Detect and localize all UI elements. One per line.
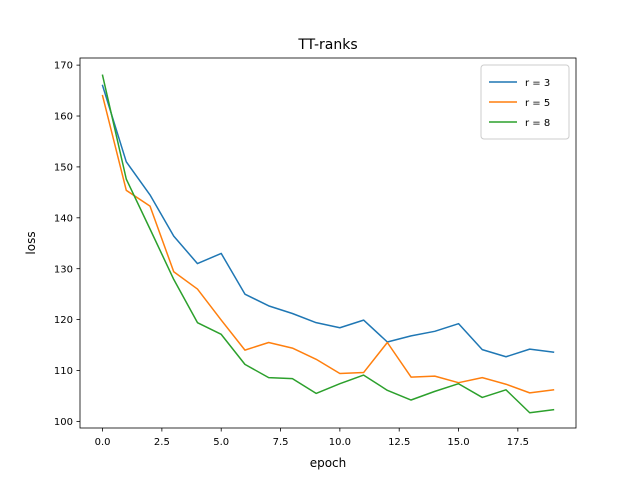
plot-frame [79, 57, 577, 429]
x-tick-label: 17.5 [507, 437, 529, 448]
y-tick-label: 110 [54, 366, 73, 377]
x-tick-label: 7.5 [273, 437, 289, 448]
y-tick-label: 150 [54, 163, 73, 174]
x-tick-label: 5.0 [213, 437, 229, 448]
y-axis-label: loss [24, 231, 38, 254]
x-tick-label: 0.0 [95, 437, 111, 448]
y-tick-label: 120 [54, 315, 73, 326]
legend-box [480, 64, 570, 140]
x-tick-label: 10.0 [329, 437, 351, 448]
legend: r = 3 r = 5 r = 8 [480, 64, 570, 140]
y-tick-label: 170 [54, 61, 73, 72]
series-line-1 [101, 84, 555, 358]
chart-title: TT-ranks [297, 37, 357, 53]
y-tick-label: 100 [54, 417, 73, 428]
x-tick-label: 12.5 [388, 437, 410, 448]
series-lines [101, 74, 555, 414]
y-tick-label: 160 [54, 112, 73, 123]
y-tick-label: 130 [54, 264, 73, 275]
x-tick-label: 2.5 [154, 437, 170, 448]
x-axis-label: epoch [310, 456, 347, 470]
x-tick-label: 15.0 [447, 437, 469, 448]
legend-label-2: r = 5 [525, 98, 550, 109]
series-line-2 [101, 94, 555, 394]
y-axis: 100 110 120 130 140 150 160 170 [54, 61, 80, 428]
legend-label-1: r = 3 [525, 78, 550, 89]
legend-label-3: r = 8 [525, 118, 550, 129]
y-tick-label: 140 [54, 213, 73, 224]
x-axis: 0.0 2.5 5.0 7.5 10.0 12.5 15.0 17.5 [95, 428, 529, 448]
series-line-3 [101, 74, 555, 414]
